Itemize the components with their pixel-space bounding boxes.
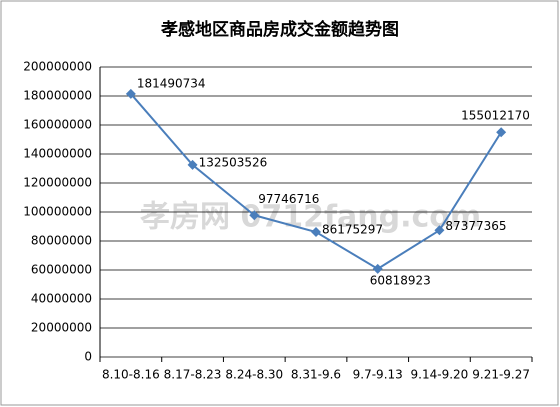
x-tick-label: 9.21-9.27: [472, 368, 530, 382]
marker: [311, 227, 321, 238]
y-tick-label: 160000000: [23, 118, 92, 132]
marker: [496, 127, 507, 138]
y-tick-label: 60000000: [31, 263, 92, 277]
chart-title: 孝感地区商品房成交金额趋势图: [161, 19, 399, 40]
data-label: 132503526: [199, 155, 268, 169]
data-label: 86175297: [322, 223, 383, 237]
x-tick-label: 9.7-9.13: [353, 368, 403, 382]
y-tick-label: 80000000: [31, 234, 92, 248]
y-tick-label: 200000000: [23, 60, 92, 74]
x-tick-label: 8.31-9.6: [291, 368, 341, 382]
watermark: 孝房网 0712fang.com: [140, 200, 481, 235]
y-tick-label: 20000000: [31, 321, 92, 335]
marker: [372, 263, 383, 274]
x-tick-label: 8.10-8.16: [102, 368, 160, 382]
y-tick-label: 120000000: [23, 176, 92, 190]
marker: [249, 210, 260, 221]
x-tick-label: 8.24-8.30: [225, 368, 283, 382]
marker: [187, 159, 198, 170]
data-label: 155012170: [461, 109, 530, 123]
y-tick-label: 0: [84, 350, 92, 364]
y-tick-label: 140000000: [23, 147, 92, 161]
marker: [434, 225, 445, 236]
data-label: 60818923: [370, 273, 431, 287]
x-tick-label: 8.17-8.23: [164, 368, 222, 382]
data-label: 181490734: [137, 76, 206, 90]
y-tick-label: 100000000: [23, 205, 92, 219]
data-label: 97746716: [258, 192, 319, 206]
marker: [125, 88, 136, 99]
y-tick-label: 40000000: [31, 292, 92, 306]
y-tick-label: 180000000: [23, 89, 92, 103]
data-label: 87377365: [445, 219, 506, 233]
x-tick-label: 9.14-9.20: [411, 368, 469, 382]
